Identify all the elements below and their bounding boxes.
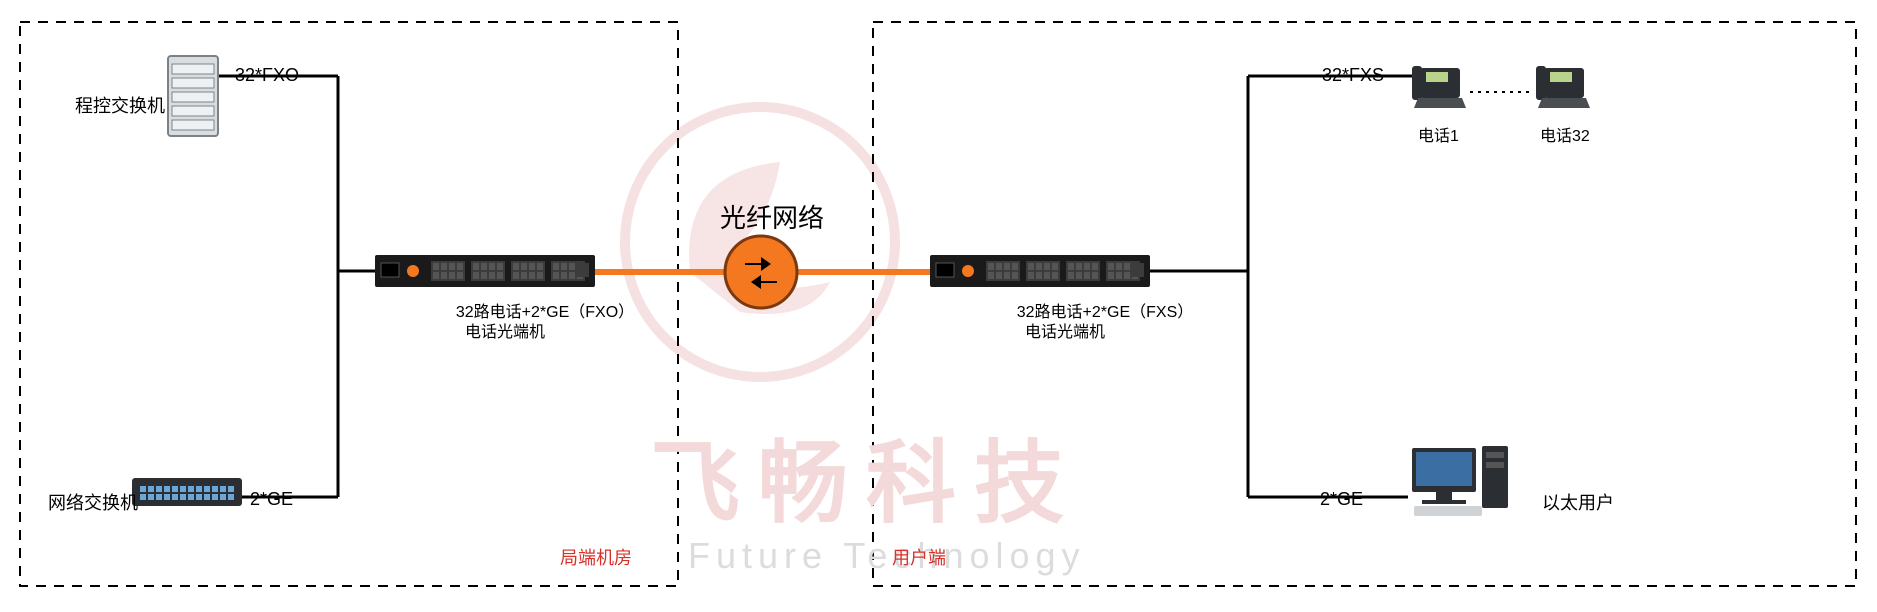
left-mux-label-2: 电话光端机 (465, 318, 545, 342)
fxs-port-label: 32*FXS (1322, 65, 1384, 86)
fiber-network-label: 光纤网络 (720, 198, 824, 235)
pbx-label: 程控交换机 (75, 92, 165, 118)
phone1-label: 电话1 (1418, 122, 1459, 146)
left-zone-label: 局端机房 (560, 544, 632, 570)
diagram-stage: 飞畅科技 Future Technology 光纤网络 程控交换机 32*FXO… (0, 0, 1877, 612)
right-mux-label-2: 电话光端机 (1025, 318, 1105, 342)
pc-port-label: 2*GE (1320, 489, 1363, 510)
phone32-label: 电话32 (1540, 122, 1590, 146)
pbx-port-label: 32*FXO (235, 65, 299, 86)
right-zone-label: 用户端 (892, 544, 946, 570)
network-switch-label: 网络交换机 (48, 489, 138, 515)
network-switch-port-label: 2*GE (250, 489, 293, 510)
diagram-svg (0, 0, 1877, 612)
pc-user-label: 以太用户 (1542, 489, 1614, 515)
